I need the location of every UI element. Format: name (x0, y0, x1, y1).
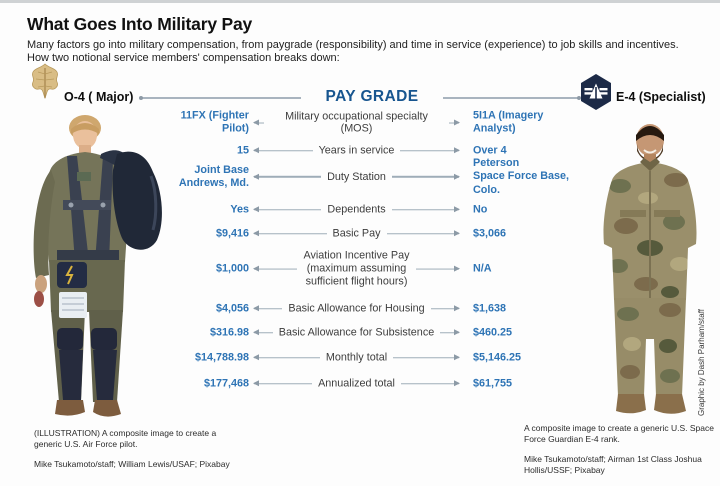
major-value: $4,056 (215, 302, 249, 315)
arrow-right-icon (440, 330, 460, 335)
page-title: What Goes Into Military Pay (27, 14, 253, 34)
row-label: Basic Pay (332, 227, 381, 240)
arrow-left-icon (253, 148, 313, 153)
left-photo-caption: (ILLUSTRATION) A composite image to crea… (34, 428, 242, 470)
arrow-right-icon (449, 120, 460, 125)
arrow-left-icon (252, 207, 322, 212)
row-label: Years in service (318, 144, 395, 157)
specialist-value: $5,146.25 (473, 351, 522, 364)
row-middle: Military occupational specialty (MOS) (249, 110, 464, 136)
gold-oak-leaf-icon (27, 62, 63, 109)
arrow-right-icon (391, 207, 461, 212)
specialist-value: $61,755 (473, 377, 513, 390)
arrow-left-icon (253, 231, 327, 236)
arrow-right-icon (391, 174, 461, 179)
arrow-left-icon (253, 120, 264, 125)
row-label: Dependents (327, 203, 386, 216)
arrow-right-icon (386, 231, 460, 236)
arrow-left-icon (252, 306, 283, 311)
comparison-row: Yes Dependents No (152, 203, 588, 216)
row-middle: Dependents (249, 204, 464, 217)
row-label: Military occupational specialty (MOS) (285, 110, 428, 135)
arrow-right-icon (415, 266, 461, 271)
major-value: $1,000 (215, 262, 249, 275)
major-value: Joint Base Andrews, Md. (178, 163, 249, 189)
specialist-value: Over 4 (473, 144, 507, 157)
row-middle: Basic Allowance for Housing (249, 303, 464, 316)
arrow-right-icon (400, 381, 461, 386)
right-rank-label: E-4 (Specialist) (616, 90, 706, 104)
row-middle: Duty Station (249, 171, 464, 184)
arrow-left-icon (252, 266, 298, 271)
specialist-value: N/A (473, 262, 492, 275)
pilot-photo (5, 112, 170, 432)
row-label: Annualized total (318, 377, 395, 390)
row-middle: Monthly total (249, 352, 464, 365)
comparison-table: 11FX (Fighter Pilot) Military occupation… (152, 0, 588, 486)
left-caption-text: (ILLUSTRATION) A composite image to crea… (34, 428, 217, 450)
arrow-right-icon (430, 306, 461, 311)
right-photo-caption: A composite image to create a generic U.… (524, 423, 716, 477)
comparison-row: $1,000 Aviation Incentive Pay (maximum a… (152, 250, 588, 289)
left-rank-label: O-4 ( Major) (64, 90, 134, 104)
row-middle: Basic Pay (249, 228, 464, 241)
header-rule-right (443, 96, 581, 100)
major-value: $9,416 (215, 227, 249, 240)
specialist-value: No (473, 203, 488, 216)
specialist-value: Peterson Space Force Base, Colo. (473, 156, 570, 196)
comparison-row: 15 Years in service Over 4 (152, 144, 588, 157)
arrow-left-icon (253, 330, 273, 335)
row-label: Duty Station (327, 170, 386, 183)
graphic-credit-vertical: Graphic by Dash Parham/staff (697, 308, 706, 416)
major-value: $177,468 (203, 377, 249, 390)
major-value: 15 (236, 144, 249, 157)
row-label: Aviation Incentive Pay (maximum assuming… (303, 249, 410, 288)
space-force-e4-insignia-icon (580, 73, 612, 116)
right-caption-text: A composite image to create a generic U.… (524, 423, 714, 445)
paygrade-heading: PAY GRADE (325, 88, 419, 105)
row-middle: Annualized total (249, 378, 464, 391)
comparison-row: $316.98 Basic Allowance for Subsistence … (152, 326, 588, 339)
row-label: Basic Allowance for Housing (288, 302, 425, 315)
row-middle: Basic Allowance for Subsistence (249, 327, 464, 340)
major-value: 11FX (Fighter Pilot) (180, 109, 249, 135)
comparison-row: Joint Base Andrews, Md. Duty Station Pet… (152, 157, 588, 197)
arrow-right-icon (393, 355, 460, 360)
specialist-value: $1,638 (473, 302, 507, 315)
left-caption-credit: Mike Tsukamoto/staff; William Lewis/USAF… (34, 458, 230, 469)
arrow-left-icon (252, 174, 322, 179)
comparison-row: $14,788.98 Monthly total $5,146.25 (152, 351, 588, 364)
arrow-right-icon (400, 148, 460, 153)
row-label: Monthly total (325, 351, 388, 364)
specialist-value: $3,066 (473, 227, 507, 240)
row-label: Basic Allowance for Subsistence (278, 326, 435, 339)
major-value: Yes (230, 203, 249, 216)
row-middle: Years in service (249, 145, 464, 158)
major-value: $316.98 (209, 326, 249, 339)
comparison-row: 11FX (Fighter Pilot) Military occupation… (152, 110, 588, 137)
specialist-value: 5I1A (Imagery Analyst) (473, 109, 544, 135)
comparison-row: $4,056 Basic Allowance for Housing $1,63… (152, 302, 588, 315)
specialist-value: $460.25 (473, 326, 513, 339)
right-caption-credit: Mike Tsukamoto/staff; Airman 1st Class J… (524, 453, 702, 476)
row-middle: Aviation Incentive Pay (maximum assuming… (249, 250, 464, 289)
comparison-row: $9,416 Basic Pay $3,066 (152, 227, 588, 240)
arrow-left-icon (252, 381, 313, 386)
major-value: $14,788.98 (194, 351, 249, 364)
guardian-photo (592, 114, 714, 425)
arrow-left-icon (253, 355, 320, 360)
intro-text: Many factors go into military compensati… (27, 39, 679, 65)
header-rule-left (139, 96, 301, 100)
comparison-row: $177,468 Annualized total $61,755 (152, 377, 588, 390)
